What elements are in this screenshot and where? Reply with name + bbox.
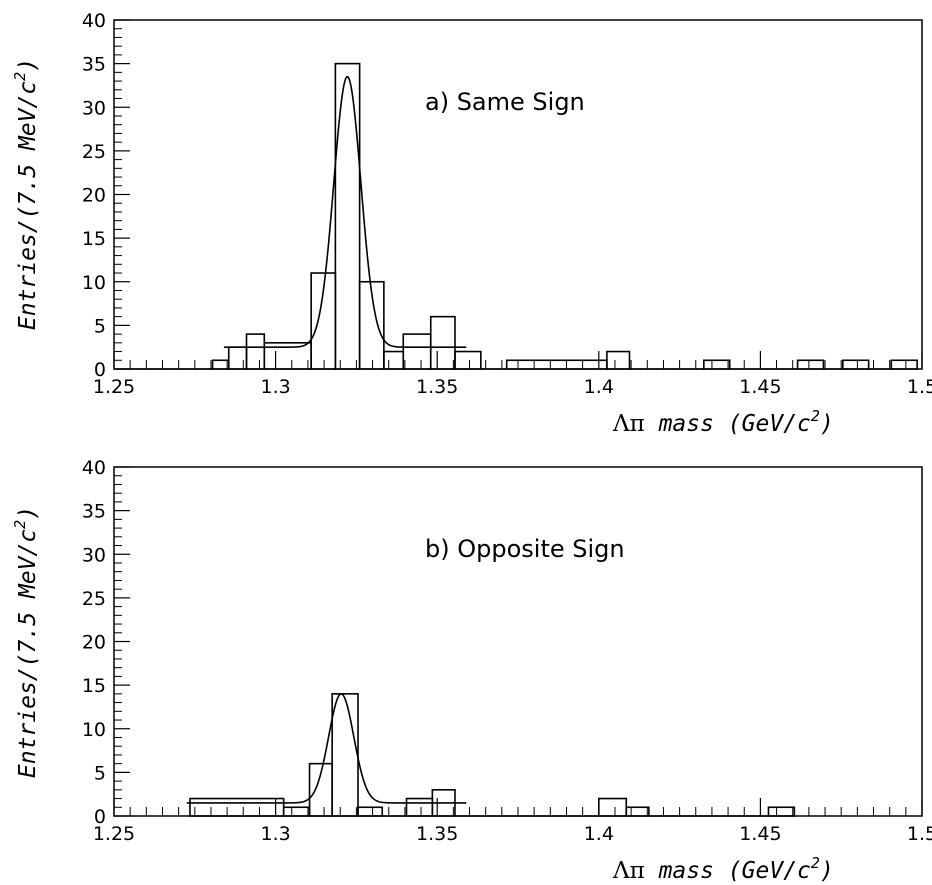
x-tick-label: 1.45: [739, 376, 781, 398]
y-tick-label: 5: [94, 315, 106, 337]
x-tick-label: 1.3: [260, 823, 290, 845]
x-tick-label: 1.25: [93, 823, 135, 845]
y-tick-label: 15: [82, 675, 106, 697]
x-tick-label: 1.3: [260, 376, 290, 398]
y-tick-label: 40: [82, 457, 106, 479]
y-tick-label: 10: [82, 719, 106, 741]
x-axis-title-greek: Λπ: [612, 411, 645, 437]
fit-curve: [223, 75, 467, 348]
histogram-bin: [331, 693, 359, 817]
y-tick-label: 20: [82, 632, 106, 654]
y-tick-label: 0: [94, 359, 106, 381]
x-axis-title: Λπ mass (GeV/c2): [612, 854, 834, 884]
x-tick-label: 1.35: [416, 823, 458, 845]
histogram-bin: [282, 806, 311, 817]
x-axis-title-text: mass (GeV/c: [645, 411, 811, 437]
x-tick-label: 1.4: [584, 823, 614, 845]
histogram-bin: [405, 797, 434, 817]
x-axis-title-greek: Λπ: [612, 858, 645, 884]
x-tick-label: 1.5: [907, 823, 932, 845]
histogram-bin: [796, 359, 825, 370]
histogram-bin: [227, 346, 248, 370]
histogram-bin: [211, 359, 230, 370]
y-tick-label: 25: [82, 141, 106, 163]
x-axis-title-superscript: 2: [811, 407, 820, 425]
y-axis-title: Entries/(7.5 MeV/c2): [11, 506, 41, 778]
histogram-bin: [703, 359, 731, 370]
x-tick-label: 1.35: [416, 376, 458, 398]
y-tick-label: 10: [82, 272, 106, 294]
panel-annotation: a) Same Sign: [425, 88, 585, 116]
histogram-bin: [358, 280, 385, 370]
y-tick-label: 35: [82, 501, 106, 523]
x-tick-label: 1.45: [739, 823, 781, 845]
histogram-bin: [454, 350, 482, 370]
x-tick-label: 1.5: [907, 376, 932, 398]
histogram-bin: [890, 359, 918, 370]
x-tick-label: 1.25: [93, 376, 135, 398]
panel-b-opposite-sign: 0 5 10 15 20 25 30 35 40 1.25 1.3 1.35 1.4 1.45 1.5 b) …: [11, 457, 932, 884]
histogram-bin: [429, 315, 456, 370]
y-tick-label: 20: [82, 185, 106, 207]
x-axis-title-close: ): [820, 411, 834, 437]
y-axis-title-text: Entries/(7.5 MeV/c: [15, 81, 41, 330]
panel-annotation: b) Opposite Sign: [425, 535, 625, 563]
histogram-bin: [505, 359, 608, 370]
histogram-bin: [597, 797, 628, 817]
plot-frame: [113, 466, 923, 817]
y-axis-title-text: Entries/(7.5 MeV/c: [15, 529, 41, 778]
fit-curve: [186, 693, 467, 804]
histogram-bin: [767, 806, 796, 817]
y-tick-label: 5: [94, 762, 106, 784]
panel-a-same-sign: 0 5 10 15 20 25 30 35 40 1.25 1.3 1.35 1.4 1.45 1.5 a) …: [11, 10, 932, 437]
histogram-bin: [189, 797, 285, 817]
histogram-bin: [606, 350, 631, 370]
x-axis-title: Λπ mass (GeV/c2): [612, 407, 834, 437]
histogram-bin: [357, 806, 384, 817]
y-tick-label: 30: [82, 544, 106, 566]
histogram-bin: [402, 333, 432, 370]
y-axis-title-superscript: 2: [11, 520, 29, 529]
plot-frame: [113, 19, 923, 370]
x-tick-label: 1.4: [584, 376, 614, 398]
x-axis-title-superscript: 2: [811, 854, 820, 872]
y-axis-title-close: ): [15, 58, 41, 72]
y-tick-label: 15: [82, 228, 106, 250]
histogram-bin: [245, 333, 266, 370]
y-tick-label: 25: [82, 588, 106, 610]
histogram-bin: [383, 350, 405, 370]
y-axis-title: Entries/(7.5 MeV/c2): [11, 58, 41, 330]
y-axis-title-close: ): [15, 506, 41, 520]
x-axis-title-close: ): [820, 858, 834, 884]
histogram-bin: [334, 62, 361, 370]
y-tick-label: 30: [82, 97, 106, 119]
x-axis-title-text: mass (GeV/c: [645, 858, 811, 884]
y-tick-label: 35: [82, 54, 106, 76]
y-tick-label: 40: [82, 10, 106, 32]
histogram-bin: [842, 359, 870, 370]
histogram-bin: [625, 806, 650, 817]
y-axis-title-superscript: 2: [11, 72, 29, 81]
y-tick-label: 0: [94, 806, 106, 828]
